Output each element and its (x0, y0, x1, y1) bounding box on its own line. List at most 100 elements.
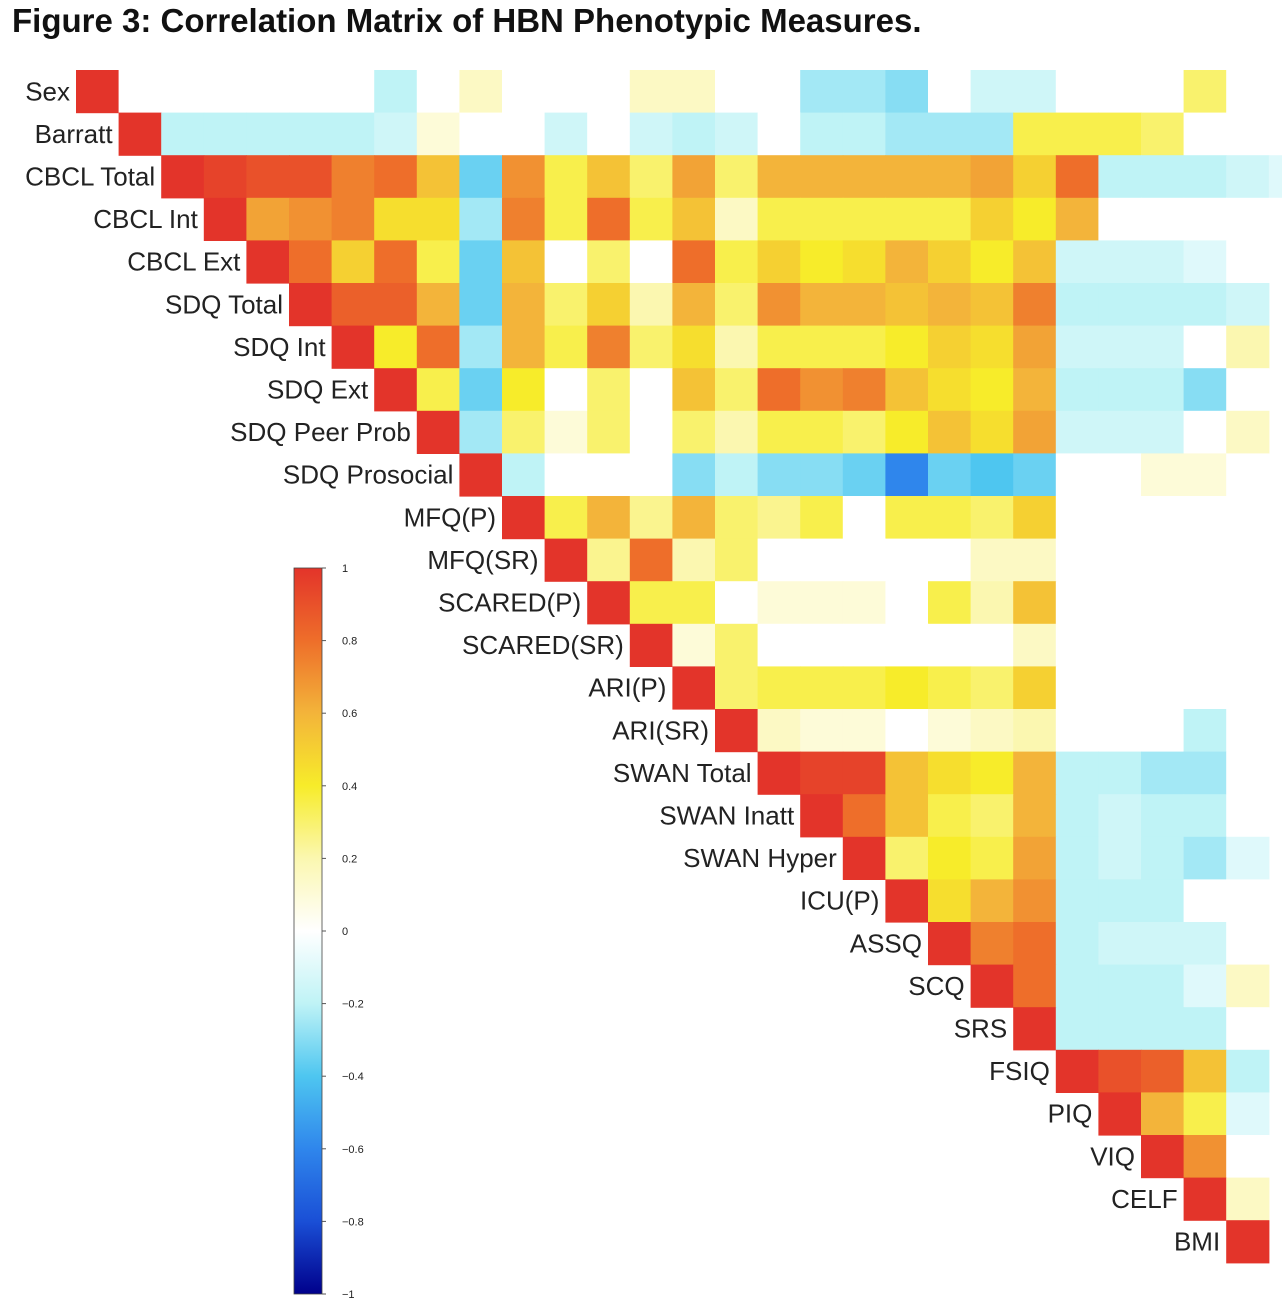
heatmap-cell (800, 112, 844, 156)
heatmap-cell (928, 751, 972, 795)
heatmap-cell (502, 368, 546, 412)
heatmap-cell (928, 453, 972, 497)
heatmap-cell (1055, 325, 1099, 369)
heatmap-cell (885, 197, 929, 241)
heatmap-cell (970, 623, 1014, 667)
heatmap-cell (842, 581, 886, 625)
heatmap-cell (1226, 581, 1270, 625)
heatmap-cell (1098, 453, 1142, 497)
heatmap-cell (544, 453, 588, 497)
heatmap-cell (885, 240, 929, 284)
heatmap-cell (1226, 1135, 1270, 1179)
heatmap-cell (1141, 410, 1185, 454)
heatmap-cell (416, 410, 460, 454)
heatmap-cell (587, 240, 631, 284)
heatmap-cell (842, 368, 886, 412)
heatmap-cell (374, 283, 418, 327)
heatmap-cell (715, 240, 759, 284)
heatmap-cell (800, 155, 844, 199)
heatmap-cell (715, 410, 759, 454)
variable-label: SDQ Total (165, 289, 283, 319)
heatmap-cell (715, 666, 759, 710)
heatmap-cell (885, 155, 929, 199)
heatmap-cell (1055, 879, 1099, 923)
heatmap-cell (1098, 1007, 1142, 1051)
heatmap-cell (928, 922, 972, 966)
heatmap-cell (1141, 368, 1185, 412)
colorbar-rect (293, 567, 323, 1295)
heatmap-cell (118, 70, 162, 114)
heatmap-cell (1141, 1092, 1185, 1136)
heatmap-cell (374, 112, 418, 156)
heatmap-cell (1013, 496, 1057, 540)
heatmap-cell (800, 581, 844, 625)
heatmap-cell (928, 283, 972, 327)
heatmap-cell (544, 325, 588, 369)
heatmap-cell (629, 325, 673, 369)
heatmap-cell (1098, 112, 1142, 156)
heatmap-cell (1013, 538, 1057, 582)
heatmap-cell (842, 197, 886, 241)
page-title: Figure 3: Correlation Matrix of HBN Phen… (12, 2, 922, 39)
heatmap-cell (842, 709, 886, 753)
heatmap-cell (885, 496, 929, 540)
heatmap-cell (1183, 751, 1227, 795)
heatmap-cell (1013, 325, 1057, 369)
heatmap-cell (1183, 623, 1227, 667)
heatmap-cell (1098, 410, 1142, 454)
heatmap-cell (800, 496, 844, 540)
heatmap-cell (1055, 155, 1099, 199)
heatmap-cell (544, 240, 588, 284)
heatmap-cell (289, 283, 333, 327)
heatmap-cell (970, 368, 1014, 412)
heatmap-cell (1013, 112, 1057, 156)
heatmap-cell (1055, 751, 1099, 795)
variable-label: SDQ Int (233, 332, 326, 362)
heatmap-cell (715, 623, 759, 667)
heatmap-cell (1141, 197, 1185, 241)
heatmap-cell (1183, 453, 1227, 497)
heatmap-cell (1098, 623, 1142, 667)
heatmap-cell (629, 581, 673, 625)
heatmap-cell (970, 410, 1014, 454)
heatmap-cell (587, 368, 631, 412)
heatmap-cell (587, 581, 631, 625)
heatmap-cell (885, 709, 929, 753)
heatmap-cell (1098, 1092, 1142, 1136)
heatmap-cell (970, 112, 1014, 156)
variable-label: MFQ(P) (404, 502, 496, 532)
heatmap-cell (928, 496, 972, 540)
heatmap-cell (757, 112, 801, 156)
heatmap-cell (1013, 453, 1057, 497)
heatmap-cell (715, 581, 759, 625)
heatmap-cell (1141, 325, 1185, 369)
heatmap-cell (629, 240, 673, 284)
heatmap-cell (1226, 155, 1270, 199)
heatmap-cell (1183, 666, 1227, 710)
heatmap-cell (1183, 368, 1227, 412)
heatmap-cell (757, 623, 801, 667)
variable-label: SDQ Prosocial (283, 460, 454, 490)
heatmap-cell (885, 112, 929, 156)
colorbar-tick-label: 0 (342, 926, 348, 938)
heatmap-cell (1226, 240, 1270, 284)
heatmap-cell (928, 70, 972, 114)
heatmap-cell (1055, 836, 1099, 880)
heatmap-cell (1098, 325, 1142, 369)
heatmap-cell (587, 325, 631, 369)
heatmap-cell (459, 368, 503, 412)
heatmap-cell (1183, 581, 1227, 625)
heatmap-cell (1183, 794, 1227, 838)
heatmap-cell (970, 240, 1014, 284)
heatmap-cell (715, 453, 759, 497)
heatmap-cell (800, 453, 844, 497)
heatmap-cell (970, 666, 1014, 710)
heatmap-cell (1013, 1007, 1057, 1051)
heatmap-cell (629, 538, 673, 582)
variable-label: SCARED(SR) (462, 630, 624, 660)
heatmap-cell (1183, 325, 1227, 369)
variable-label: PIQ (1048, 1099, 1093, 1129)
variable-labels: Sex Barratt CBCL Total CBCL Int CBCL Ext SDQ … (25, 76, 1220, 1256)
heatmap-cell (800, 70, 844, 114)
variable-label: SCARED(P) (438, 588, 581, 618)
